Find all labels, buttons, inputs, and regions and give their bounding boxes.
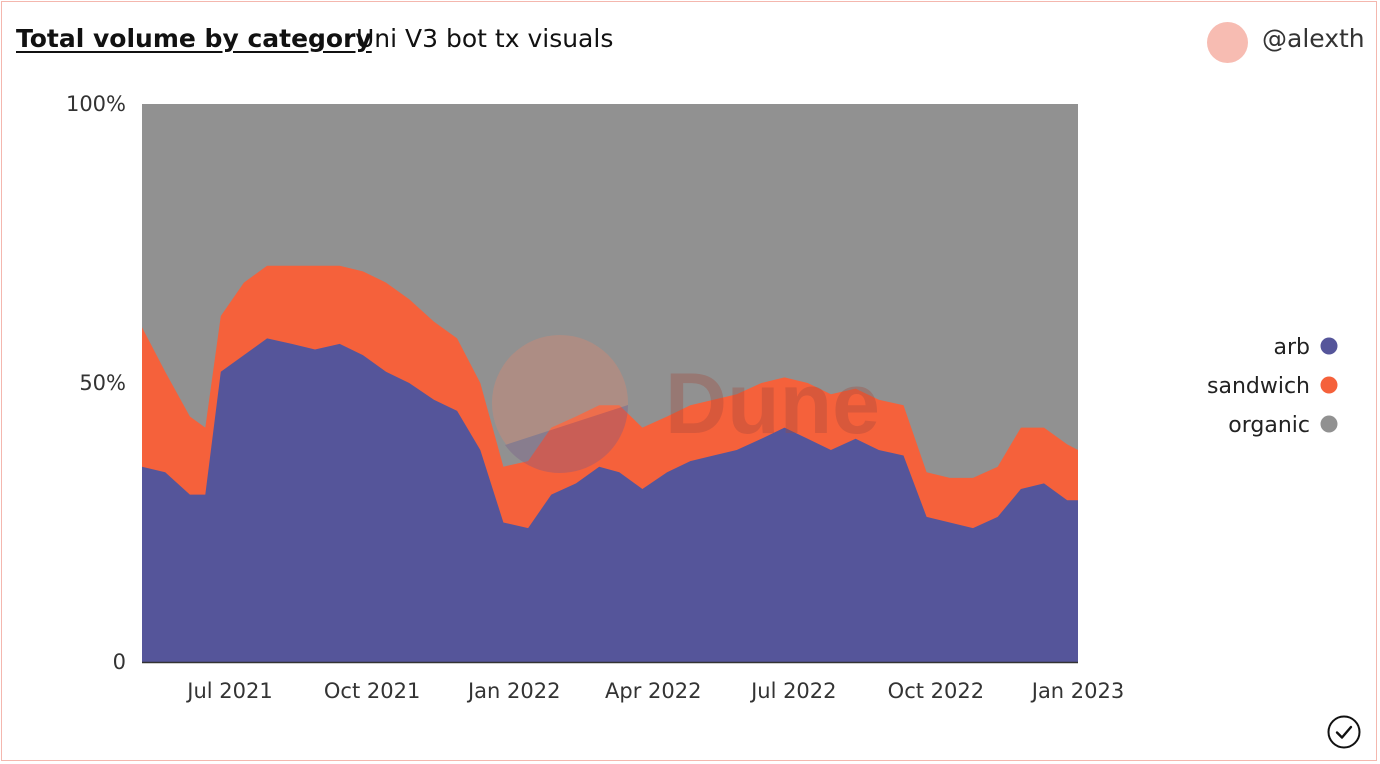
watermark-logo-slice — [505, 405, 628, 474]
y-tick-label: 50% — [79, 371, 126, 395]
check-circle-icon[interactable] — [1327, 715, 1361, 749]
y-axis: 0 50% 100% — [66, 92, 126, 674]
watermark-text: Dune — [665, 356, 880, 452]
x-tick-label: Jan 2022 — [466, 679, 561, 703]
chart-title-link[interactable]: Total volume by category — [16, 24, 372, 53]
legend-swatch-organic — [1320, 415, 1338, 433]
x-axis: Jul 2021 Oct 2021 Jan 2022 Apr 2022 Jul 2022… — [185, 679, 1124, 703]
legend-label-organic: organic — [1228, 413, 1310, 438]
dashboard-subtitle: Uni V3 bot tx visuals — [356, 24, 614, 53]
dune-watermark: Dune — [492, 335, 880, 474]
legend: arb sandwich organic — [1207, 335, 1338, 438]
author-handle[interactable]: @alexth — [1262, 24, 1365, 53]
area-arb — [142, 338, 1078, 662]
x-tick-label: Jul 2022 — [749, 679, 836, 703]
x-tick-label: Oct 2021 — [324, 679, 420, 703]
legend-label-arb: arb — [1274, 335, 1311, 360]
x-tick-label: Jul 2021 — [185, 679, 272, 703]
x-tick-label: Apr 2022 — [605, 679, 701, 703]
user-avatar-icon[interactable] — [1207, 22, 1248, 63]
legend-swatch-arb — [1320, 337, 1338, 355]
watermark-logo-icon — [492, 335, 628, 471]
y-tick-label: 100% — [66, 92, 126, 116]
legend-label-sandwich: sandwich — [1207, 374, 1310, 399]
x-tick-label: Jan 2023 — [1030, 679, 1125, 703]
chart-areas — [142, 104, 1078, 662]
legend-swatch-sandwich — [1320, 376, 1338, 394]
y-tick-label: 0 — [113, 650, 126, 674]
x-tick-label: Oct 2022 — [888, 679, 984, 703]
